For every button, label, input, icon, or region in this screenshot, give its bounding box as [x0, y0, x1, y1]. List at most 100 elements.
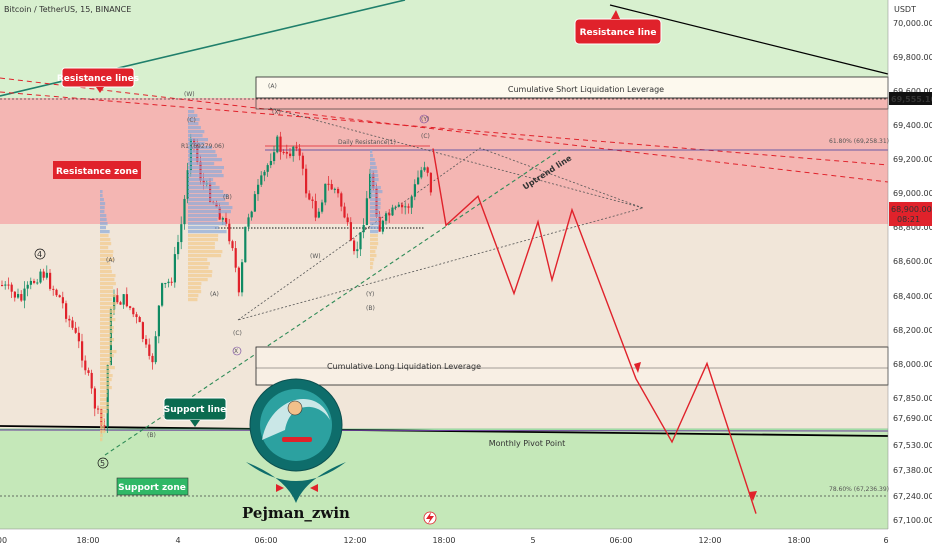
volume-profile-bar: [100, 222, 108, 226]
time-tick-label: 18:00: [76, 536, 99, 545]
wave-5-circle: [97, 457, 109, 469]
volume-profile-bar: [188, 298, 198, 302]
volume-profile-bar: [100, 306, 115, 310]
candle-body: [109, 309, 112, 366]
volume-profile-bar: [188, 166, 225, 170]
candle-body: [74, 327, 77, 333]
price-tick-label: 67,850.00: [893, 394, 932, 403]
volume-profile-bar: [370, 262, 374, 266]
candle-body: [228, 223, 231, 242]
candle-body: [397, 204, 400, 207]
wave-A-left: (A): [106, 257, 115, 264]
volume-profile-bar: [188, 134, 203, 138]
volume-profile-bar: [100, 282, 116, 286]
candle-body: [381, 220, 384, 232]
candle-body: [298, 148, 301, 156]
volume-profile-bar: [188, 230, 227, 234]
candle-body: [305, 168, 308, 194]
wave-W-mid: (W): [310, 253, 321, 260]
candle-body: [353, 240, 356, 252]
candle-body: [61, 297, 64, 304]
price-tick-label: 69,800.00: [893, 53, 932, 62]
triangle-pattern: [237, 147, 645, 321]
volume-profile-bar: [188, 206, 233, 210]
volume-profile-bar: [188, 130, 205, 134]
volume-profile-bar: [188, 222, 226, 226]
volume-profile-bar: [370, 158, 375, 162]
volume-profile-bar: [188, 250, 223, 254]
volume-profile-bar: [370, 182, 377, 186]
resistance-zone-band: [0, 98, 888, 224]
volume-profile-bar: [100, 374, 113, 378]
event-marker-icon: [426, 512, 434, 524]
candle-body: [289, 153, 292, 157]
candle-body: [10, 284, 13, 292]
candle-body: [301, 155, 304, 169]
volume-profile-bar: [188, 150, 216, 154]
symbol-header: Bitcoin / TetherUS, 15, BINANCE: [4, 5, 131, 14]
candle-body: [29, 280, 32, 285]
fib-r1-label: R1 (69279.06): [181, 143, 224, 150]
candle-body: [394, 206, 397, 208]
candle-body: [71, 320, 74, 328]
candle-body: [119, 302, 122, 305]
candle-body: [52, 288, 55, 290]
fib-618-label: 61.80% (69,258.31): [829, 138, 889, 145]
price-tick-label: 69,400.00: [893, 121, 932, 130]
volume-profile-bar: [100, 202, 106, 206]
wave-W-top: (W): [184, 91, 195, 98]
volume-profile-bar: [100, 322, 112, 326]
candle-body: [295, 146, 298, 149]
resistance-zone-label-bg: [53, 161, 141, 179]
volume-profile-bar: [100, 358, 112, 362]
wave-C-low: (C): [233, 330, 242, 337]
support-line-label: Support line: [164, 405, 227, 415]
wave-A-box: (A): [268, 83, 277, 90]
candle-body: [106, 365, 109, 427]
volume-profile-bar: [100, 422, 105, 426]
candle-body: [218, 207, 221, 220]
wave-4-label: 4: [37, 250, 42, 259]
candle-body: [349, 222, 352, 241]
volume-profile-bar: [100, 318, 116, 322]
resistance-lines-label-pointer: [96, 87, 104, 93]
candle-body: [337, 188, 340, 194]
candle-body: [157, 305, 160, 337]
volume-profile-bar: [100, 258, 115, 262]
volume-profile-bar: [188, 218, 218, 222]
volume-profile-bar: [100, 190, 103, 194]
volume-profile-bar: [100, 294, 117, 298]
volume-profile-bar: [370, 222, 380, 226]
candle-body: [39, 271, 42, 283]
current-price-badge-text: 68,900.00: [891, 205, 932, 214]
volume-profile-bar: [370, 150, 373, 154]
volume-profile-bar: [100, 390, 108, 394]
candle-body: [356, 249, 359, 252]
resistance-line-label: Resistance line: [580, 28, 657, 38]
volume-profile-bar: [188, 118, 200, 122]
volume-profile-bar: [100, 326, 114, 330]
current-price-badge-bg: [889, 202, 932, 226]
projection-arrow-1: [634, 362, 641, 373]
volume-profile-bar: [188, 242, 215, 246]
candle-body: [103, 425, 106, 427]
fib-786-label: 78.60% (67,236.39): [829, 486, 889, 493]
volume-profile-bar: [100, 226, 107, 230]
candle-body: [234, 248, 237, 268]
candle-body: [269, 161, 272, 166]
candle-body: [279, 136, 282, 152]
candle-body: [317, 211, 320, 218]
resistance-line-black[interactable]: [609, 4, 889, 75]
volume-profile-bar: [100, 414, 105, 418]
candle-body: [65, 303, 68, 319]
candle-body: [49, 272, 52, 289]
candle-body: [423, 167, 426, 171]
resistance-zone-label: Resistance zone: [56, 167, 138, 177]
candle-body: [330, 184, 333, 190]
candle-body: [4, 284, 7, 286]
volume-profile-bar: [100, 418, 105, 422]
candle-body: [231, 241, 234, 249]
volume-profile-bar: [188, 122, 199, 126]
volume-profile-bar: [100, 346, 111, 350]
